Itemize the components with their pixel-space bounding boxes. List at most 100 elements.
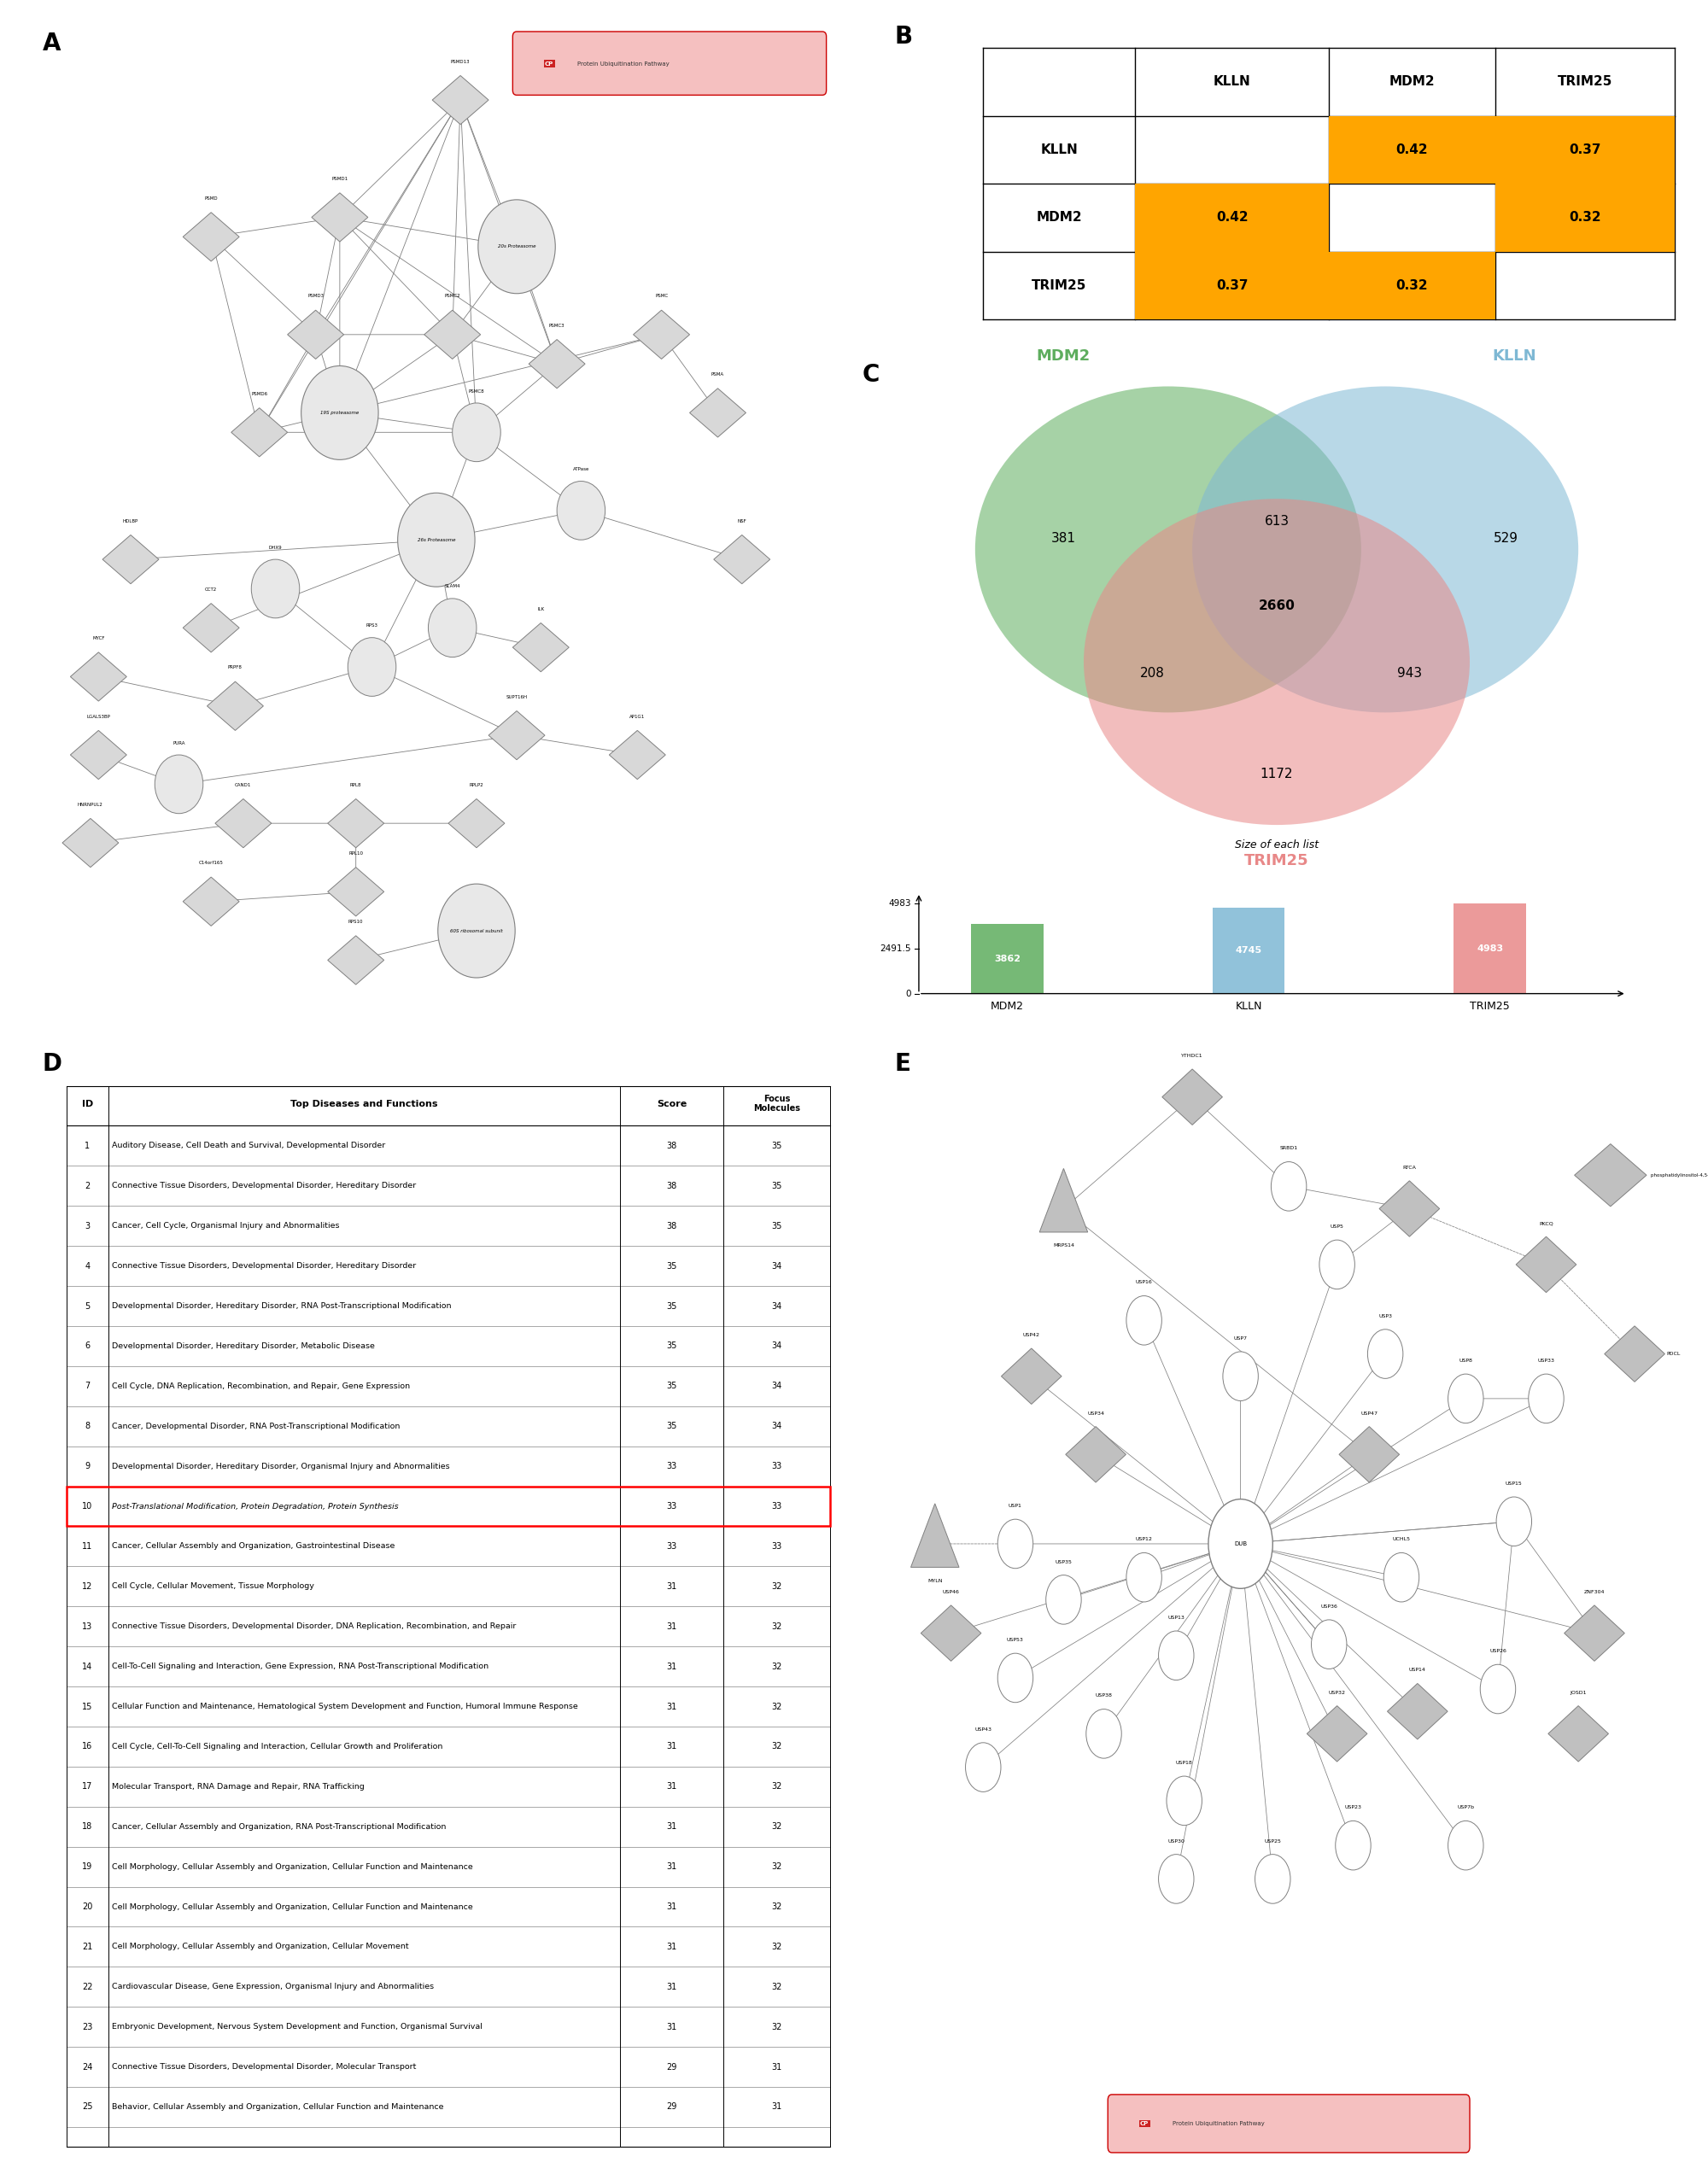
Polygon shape [634,310,690,360]
Polygon shape [610,730,666,778]
Polygon shape [328,935,384,985]
Text: 5: 5 [85,1301,91,1310]
Text: Cancer, Cellular Assembly and Organization, RNA Post-Transcriptional Modificatio: Cancer, Cellular Assembly and Organizati… [111,1822,446,1831]
Text: TRIM25: TRIM25 [1032,279,1086,292]
Text: 31: 31 [666,1742,676,1751]
Circle shape [1448,1820,1484,1870]
Text: 32: 32 [772,1903,782,1912]
Text: 32: 32 [772,1622,782,1631]
Polygon shape [183,604,239,652]
Circle shape [1481,1666,1515,1713]
Text: 31: 31 [666,2023,676,2032]
Text: Connective Tissue Disorders, Developmental Disorder, Molecular Transport: Connective Tissue Disorders, Development… [111,2062,417,2071]
Polygon shape [424,310,480,360]
Text: USP36: USP36 [1320,1604,1337,1609]
Text: USP8: USP8 [1459,1358,1472,1362]
Text: 0: 0 [905,990,910,998]
Text: MDM2: MDM2 [1037,349,1091,364]
Polygon shape [1604,1325,1665,1382]
Text: PSMA: PSMA [711,373,724,377]
Circle shape [1045,1576,1081,1624]
Circle shape [1448,1373,1484,1424]
Text: Cell Morphology, Cellular Assembly and Organization, Cellular Function and Maint: Cell Morphology, Cellular Assembly and O… [111,1864,473,1870]
Text: 4: 4 [85,1262,91,1271]
Bar [1329,251,1494,320]
Text: ILK: ILK [538,606,545,610]
Polygon shape [1547,1705,1609,1761]
Text: 32: 32 [772,1982,782,1990]
Circle shape [1271,1162,1307,1210]
Circle shape [965,1742,1001,1792]
Text: Connective Tissue Disorders, Developmental Disorder, Hereditary Disorder: Connective Tissue Disorders, Development… [111,1182,415,1190]
Text: TRIM25: TRIM25 [1558,76,1612,87]
Text: USP26: USP26 [1489,1648,1506,1652]
Bar [1329,116,1494,183]
Ellipse shape [975,386,1361,713]
Circle shape [1167,1777,1202,1825]
Text: Developmental Disorder, Hereditary Disorder, Metabolic Disease: Developmental Disorder, Hereditary Disor… [111,1343,374,1349]
Text: A: A [43,31,60,54]
Text: 15: 15 [82,1703,92,1711]
Polygon shape [1066,1426,1126,1482]
Polygon shape [183,876,239,926]
Text: 4745: 4745 [1235,946,1262,955]
Text: JOSD1: JOSD1 [1570,1690,1587,1694]
Text: 32: 32 [772,1661,782,1670]
Text: 31: 31 [666,1982,676,1990]
Text: C: C [863,364,880,388]
Text: 19S proteasome: 19S proteasome [321,410,359,414]
Text: 35: 35 [772,1142,782,1151]
Text: 20s Proteasome: 20s Proteasome [497,244,536,249]
Text: USP42: USP42 [1023,1332,1040,1336]
Text: YTHDC1: YTHDC1 [1182,1053,1202,1057]
Circle shape [301,366,379,460]
Bar [1136,251,1329,320]
Polygon shape [1001,1347,1062,1404]
Text: USP14: USP14 [1409,1668,1426,1672]
Text: USP38: USP38 [1095,1694,1112,1698]
Text: Molecular Transport, RNA Damage and Repair, RNA Trafficking: Molecular Transport, RNA Damage and Repa… [111,1783,364,1790]
Circle shape [1223,1352,1259,1402]
Polygon shape [447,798,504,848]
Text: 31: 31 [666,1622,676,1631]
Text: 38: 38 [666,1142,676,1151]
Polygon shape [1161,1068,1223,1125]
Text: USP7: USP7 [1233,1336,1247,1341]
Text: 60S ribosomal subunit: 60S ribosomal subunit [451,929,502,933]
Text: 33: 33 [772,1502,782,1511]
Text: CAND1: CAND1 [236,783,251,787]
Text: 0.32: 0.32 [1395,279,1428,292]
Polygon shape [215,798,272,848]
Text: Cell Cycle, DNA Replication, Recombination, and Repair, Gene Expression: Cell Cycle, DNA Replication, Recombinati… [111,1382,410,1391]
Text: Cell Morphology, Cellular Assembly and Organization, Cellular Movement: Cell Morphology, Cellular Assembly and O… [111,1942,408,1951]
Text: Cancer, Cellular Assembly and Organization, Gastrointestinal Disease: Cancer, Cellular Assembly and Organizati… [111,1543,395,1550]
Text: USP18: USP18 [1175,1761,1192,1766]
Text: 0.42: 0.42 [1395,144,1428,157]
Ellipse shape [1192,386,1578,713]
Circle shape [1319,1240,1354,1288]
Circle shape [557,482,605,541]
Text: PKCQ: PKCQ [1539,1221,1553,1225]
Text: USP23: USP23 [1344,1805,1361,1809]
Polygon shape [1517,1236,1576,1293]
Bar [1454,905,1525,994]
Text: 34: 34 [772,1421,782,1430]
Polygon shape [287,310,343,360]
Text: PSMD6: PSMD6 [251,392,268,397]
Text: USP15: USP15 [1505,1482,1522,1487]
Text: ID: ID [82,1099,92,1107]
Polygon shape [61,818,118,868]
Text: 29: 29 [666,2062,676,2071]
Circle shape [1126,1552,1161,1602]
Polygon shape [183,211,239,262]
Text: USP43: USP43 [975,1727,992,1731]
Circle shape [429,600,477,656]
Polygon shape [1387,1683,1448,1740]
Polygon shape [529,340,586,388]
Text: PSMD13: PSMD13 [451,59,470,63]
Text: Connective Tissue Disorders, Developmental Disorder, DNA Replication, Recombinat: Connective Tissue Disorders, Development… [111,1622,516,1631]
Text: TRIM25: TRIM25 [1245,852,1308,868]
Text: SRBD1: SRBD1 [1279,1147,1298,1151]
Text: 18: 18 [82,1822,92,1831]
Text: 23: 23 [82,2023,92,2032]
